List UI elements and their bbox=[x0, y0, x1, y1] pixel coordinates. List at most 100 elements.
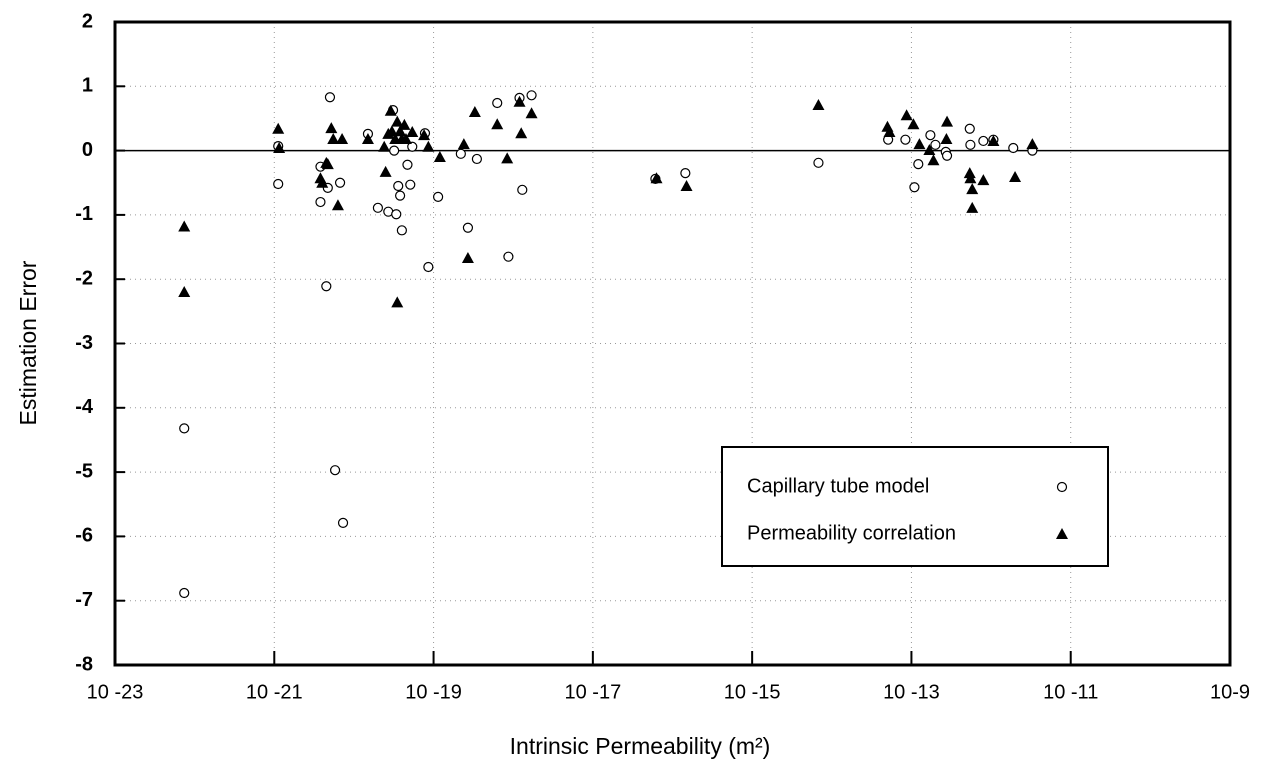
triangle-point bbox=[966, 201, 979, 213]
x-tick-label: 10 -21 bbox=[246, 681, 303, 703]
circle-point bbox=[925, 130, 936, 141]
x-tick-label: 10 -11 bbox=[1043, 681, 1098, 703]
triangle-point bbox=[812, 98, 825, 110]
circle-point bbox=[941, 150, 953, 161]
triangle-point bbox=[361, 133, 374, 145]
triangle-point bbox=[966, 183, 979, 195]
triangle-point bbox=[336, 133, 349, 145]
triangle-point bbox=[384, 104, 397, 116]
circle-point bbox=[978, 135, 989, 147]
circle-point bbox=[455, 148, 466, 159]
circle-point bbox=[324, 92, 336, 103]
circle-point bbox=[913, 159, 924, 170]
circle-point bbox=[680, 168, 691, 179]
circle-point bbox=[433, 191, 444, 202]
circle-point bbox=[930, 139, 941, 150]
triangle-point bbox=[325, 122, 338, 134]
circle-point bbox=[423, 261, 434, 273]
circle-point bbox=[1008, 142, 1019, 154]
y-tick-label: -7 bbox=[75, 589, 93, 611]
circle-point bbox=[813, 157, 824, 168]
triangle-point bbox=[406, 125, 419, 137]
circle-point bbox=[372, 202, 384, 213]
circle-point bbox=[517, 184, 528, 195]
triangle-point bbox=[316, 176, 329, 188]
circle-point bbox=[964, 123, 975, 134]
triangle-point bbox=[327, 133, 340, 145]
triangle-point bbox=[272, 122, 285, 134]
x-axis-label: Intrinsic Permeability (m²) bbox=[510, 733, 771, 759]
circle-point bbox=[273, 178, 284, 190]
circle-point bbox=[389, 145, 400, 156]
triangle-point bbox=[394, 125, 407, 137]
legend-marker bbox=[1056, 481, 1068, 493]
circle-point bbox=[462, 222, 474, 233]
triangle-point bbox=[391, 296, 404, 308]
y-tick-label: 1 bbox=[82, 75, 93, 97]
y-tick-label: -2 bbox=[75, 267, 93, 289]
circle-point bbox=[337, 517, 349, 528]
circle-point bbox=[402, 159, 413, 170]
triangle-point bbox=[1026, 138, 1039, 150]
triangle-point bbox=[650, 172, 663, 184]
circle-point bbox=[909, 182, 920, 193]
y-axis-label: Estimation Error bbox=[15, 260, 41, 425]
triangle-point bbox=[513, 95, 526, 107]
triangle-point bbox=[461, 251, 474, 263]
y-tick-label: 0 bbox=[82, 139, 93, 161]
triangle-point bbox=[680, 179, 693, 191]
circle-point bbox=[965, 139, 976, 150]
triangle-point bbox=[963, 167, 976, 179]
triangle-point bbox=[941, 115, 954, 127]
circle-point bbox=[179, 587, 190, 599]
triangle-point bbox=[273, 142, 286, 154]
triangle-point bbox=[378, 140, 391, 152]
triangle-point bbox=[913, 138, 926, 150]
circle-point bbox=[334, 177, 346, 188]
triangle-point bbox=[178, 286, 191, 298]
x-tick-label: 10 -13 bbox=[883, 681, 940, 703]
circle-point bbox=[396, 225, 407, 236]
y-tick-label: -8 bbox=[75, 653, 93, 675]
circle-point bbox=[329, 465, 341, 476]
circle-point bbox=[492, 97, 503, 109]
triangle-point bbox=[398, 118, 411, 130]
y-tick-label: -6 bbox=[75, 525, 93, 547]
circle-point bbox=[526, 90, 537, 101]
triangle-point bbox=[399, 133, 412, 145]
x-tick-label: 10 -17 bbox=[564, 681, 621, 703]
triangle-point bbox=[433, 151, 446, 163]
plot-frame bbox=[113, 20, 1232, 667]
circle-point bbox=[179, 423, 190, 434]
y-tick-label: -3 bbox=[75, 332, 93, 354]
y-tick-label: 2 bbox=[82, 10, 93, 32]
circle-point bbox=[405, 179, 416, 190]
circle-point bbox=[315, 196, 326, 208]
triangle-point bbox=[923, 143, 936, 155]
triangle-point bbox=[907, 118, 920, 130]
legend-label: Permeability correlation bbox=[747, 522, 956, 544]
circle-point bbox=[900, 134, 911, 145]
triangle-point bbox=[331, 199, 344, 211]
triangle-point bbox=[883, 125, 896, 137]
triangle-point bbox=[321, 158, 334, 170]
y-tick-label: -5 bbox=[75, 460, 93, 482]
triangle-point bbox=[379, 165, 392, 177]
triangle-point bbox=[422, 140, 435, 152]
y-tick-label: -1 bbox=[75, 203, 93, 225]
x-tick-label: 10 -19 bbox=[405, 681, 462, 703]
triangle-point bbox=[391, 115, 404, 127]
triangle-point bbox=[525, 107, 538, 119]
triangle-point bbox=[927, 154, 940, 166]
circle-point bbox=[471, 153, 483, 165]
circle-point bbox=[393, 180, 404, 192]
triangle-point bbox=[418, 129, 431, 141]
triangle-point bbox=[964, 172, 977, 184]
triangle-point bbox=[1009, 170, 1022, 182]
triangle-point bbox=[977, 174, 990, 186]
triangle-point bbox=[178, 220, 191, 232]
circle-point bbox=[407, 141, 418, 152]
triangle-point bbox=[385, 125, 398, 137]
triangle-point bbox=[457, 138, 470, 150]
